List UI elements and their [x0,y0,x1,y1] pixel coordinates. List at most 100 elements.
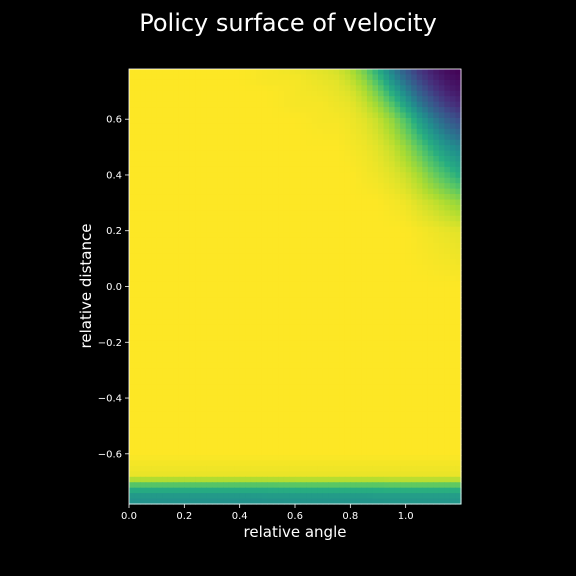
heatmap-cell [145,357,152,364]
heatmap-cell [333,85,340,92]
heatmap-cell [322,194,329,201]
heatmap-cell [328,139,335,146]
heatmap-cell [283,172,291,179]
heatmap-cell [134,373,141,380]
heatmap-cell [389,460,396,467]
heatmap-cell [239,433,246,440]
heatmap-cell [162,389,169,396]
heatmap-cell [129,368,136,375]
heatmap-cell [328,308,335,315]
heatmap-cell [366,438,374,445]
heatmap-cell [261,422,268,429]
heatmap-cell [389,264,396,271]
heatmap-cell [333,465,340,472]
heatmap-cell [200,378,208,385]
heatmap-cell [267,427,274,434]
heatmap-cell [350,79,357,86]
heatmap-cell [383,460,390,467]
heatmap-cell [189,117,196,124]
heatmap-cell [322,286,329,293]
heatmap-cell [383,85,390,92]
heatmap-cell [245,166,252,173]
heatmap-cell [189,324,196,331]
heatmap-cell [245,96,252,103]
heatmap-cell [328,188,335,195]
heatmap-cell [416,145,423,152]
heatmap-cell [212,275,219,282]
heatmap-cell [389,449,396,456]
heatmap-cell [405,183,412,190]
heatmap-cell [311,444,318,451]
heatmap-cell [378,330,385,337]
heatmap-cell [378,264,385,271]
heatmap-cell [151,433,158,440]
heatmap-cell [366,172,374,179]
heatmap-cell [455,259,462,266]
heatmap-cell [449,302,457,309]
heatmap-cell [366,330,374,337]
heatmap-cell [322,161,329,168]
heatmap-cell [389,210,396,217]
heatmap-cell [355,395,362,402]
heatmap-cell [389,281,396,288]
heatmap-cell [173,123,180,130]
heatmap-cell [433,194,440,201]
heatmap-cell [256,406,263,413]
heatmap-cell [389,455,396,462]
heatmap-cell [322,433,329,440]
heatmap-cell [250,449,257,456]
heatmap-cell [162,281,169,288]
heatmap-cell [245,145,252,152]
heatmap-cell [311,482,318,489]
heatmap-cell [378,210,385,217]
heatmap-cell [278,286,285,293]
heatmap-cell [311,324,318,331]
heatmap-cell [223,221,230,228]
heatmap-cell [173,128,180,135]
heatmap-cell [350,177,357,184]
heatmap-cell [250,498,257,505]
heatmap-cell [433,264,440,271]
heatmap-cell [234,275,241,282]
heatmap-cell [206,177,213,184]
heatmap-cell [151,253,158,260]
heatmap-cell [151,204,158,211]
heatmap-cell [162,248,169,255]
heatmap-cell [234,378,241,385]
heatmap-cell [250,128,257,135]
heatmap-cell [433,232,440,239]
heatmap-cell [189,96,196,103]
heatmap-cell [300,139,307,146]
heatmap-cell [195,406,202,413]
heatmap-cell [355,183,362,190]
heatmap-cell [283,400,291,407]
heatmap-cell [311,275,318,282]
heatmap-cell [449,161,457,168]
heatmap-cell [328,270,335,277]
heatmap-cell [433,433,440,440]
heatmap-cell [438,107,445,114]
heatmap-cell [383,476,390,483]
heatmap-cell [427,150,434,157]
heatmap-cell [361,449,368,456]
heatmap-cell [438,438,445,445]
heatmap-cell [278,145,285,152]
heatmap-cell [372,449,379,456]
heatmap-cell [394,172,401,179]
heatmap-cell [283,221,291,228]
heatmap-cell [455,150,462,157]
heatmap-cell [234,259,241,266]
heatmap-cell [422,482,429,489]
heatmap-cell [295,362,302,369]
heatmap-cell [355,194,362,201]
heatmap-cell [234,433,241,440]
heatmap-cell [317,417,324,424]
heatmap-cell [289,199,296,206]
heatmap-cell [350,161,357,168]
heatmap-cell [427,471,434,478]
heatmap-cell [322,340,329,347]
heatmap-cell [366,264,374,271]
y-tick-label: −0.4 [98,394,122,405]
heatmap-cell [134,476,141,483]
heatmap-cell [416,395,423,402]
